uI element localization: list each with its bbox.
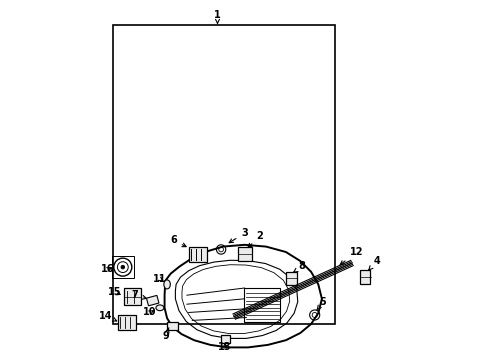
Bar	[285, 272, 297, 285]
Text: 12: 12	[340, 247, 363, 265]
Text: 11: 11	[153, 274, 166, 284]
Text: 3: 3	[229, 228, 247, 243]
Bar	[359, 270, 370, 284]
Text: 16: 16	[101, 264, 114, 274]
Bar	[112, 256, 133, 278]
Bar	[188, 247, 206, 262]
Bar	[167, 322, 178, 330]
Bar	[221, 335, 229, 343]
Polygon shape	[146, 295, 159, 306]
Text: 15: 15	[108, 287, 122, 297]
Text: 5: 5	[316, 297, 325, 310]
Ellipse shape	[156, 305, 163, 311]
Text: 2: 2	[247, 231, 263, 247]
Text: 6: 6	[170, 235, 186, 247]
Text: 10: 10	[143, 307, 157, 318]
Text: 13: 13	[218, 342, 231, 352]
Text: 8: 8	[293, 261, 305, 273]
Bar	[124, 288, 141, 305]
Text: 4: 4	[368, 256, 380, 270]
Bar	[238, 247, 251, 261]
Circle shape	[121, 265, 124, 269]
Text: 9: 9	[163, 328, 169, 341]
Bar	[244, 288, 280, 322]
Bar	[118, 315, 136, 330]
Bar	[113, 25, 334, 324]
Ellipse shape	[163, 280, 170, 289]
Text: 7: 7	[131, 290, 146, 300]
Text: 14: 14	[99, 311, 117, 321]
Text: 1: 1	[214, 10, 221, 23]
